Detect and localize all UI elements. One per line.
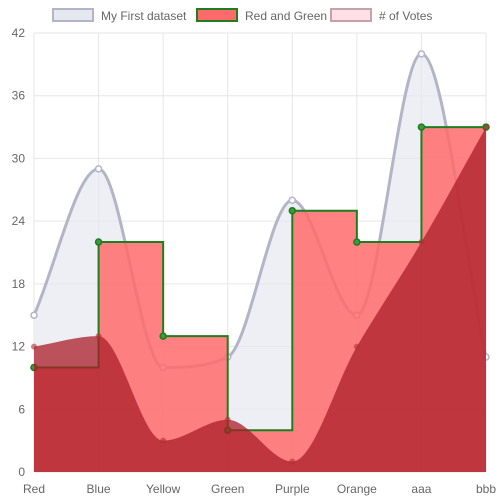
x-tick-label: bbb: [476, 482, 496, 496]
point-red-and-green-yellow[interactable]: [159, 332, 167, 340]
point-of-votes-purple[interactable]: [289, 458, 296, 465]
legend[interactable]: My First dataset Red and Green # of Votes: [52, 8, 432, 23]
point-of-votes-blue[interactable]: [95, 333, 102, 340]
legend-swatch-red-and-green: [196, 8, 238, 22]
x-tick-label: Purple: [275, 482, 310, 496]
point-my-first-dataset-aaa[interactable]: [417, 50, 426, 58]
y-tick-label: 42: [12, 26, 26, 40]
point-red-and-green-purple[interactable]: [288, 206, 297, 215]
point-of-votes-red[interactable]: [31, 343, 37, 350]
x-tick-label: Blue: [87, 482, 111, 496]
y-tick-label: 0: [18, 465, 25, 479]
legend-swatch-my-first-dataset: [52, 8, 94, 22]
point-of-votes-aaa[interactable]: [418, 239, 425, 246]
legend-item-red-and-green[interactable]: Red and Green: [196, 8, 327, 23]
y-tick-label: 36: [12, 89, 26, 103]
point-red-and-green-aaa[interactable]: [417, 123, 426, 131]
series-of-votes: [31, 124, 489, 473]
y-tick-label: 6: [18, 402, 25, 416]
legend-label-red-and-green: Red and Green: [245, 9, 327, 23]
legend-label-of-votes: # of Votes: [379, 9, 432, 23]
point-my-first-dataset-blue[interactable]: [94, 165, 103, 173]
series-line-red-and-green: [34, 126, 486, 432]
point-red-and-green-blue[interactable]: [94, 238, 103, 246]
x-tick-label: Green: [211, 482, 244, 496]
series-area: [30, 50, 490, 473]
x-tick-label: aaa: [411, 482, 431, 496]
point-of-votes-yellow[interactable]: [160, 437, 167, 444]
y-tick-label: 18: [12, 277, 26, 291]
point-red-and-green-orange[interactable]: [353, 238, 361, 246]
legend-item-of-votes[interactable]: # of Votes: [330, 8, 432, 23]
legend-item-my-first-dataset[interactable]: My First dataset: [52, 8, 187, 23]
legend-label-my-first-dataset: My First dataset: [101, 9, 187, 23]
point-of-votes-green[interactable]: [224, 416, 231, 423]
x-tick-label: Yellow: [146, 482, 181, 496]
point-of-votes-bbb[interactable]: [483, 124, 489, 131]
y-tick-label: 12: [12, 340, 26, 354]
x-tick-label: Orange: [337, 482, 377, 496]
series-fill-of-votes: [34, 127, 486, 473]
legend-swatch-of-votes: [330, 8, 372, 22]
y-tick-label: 24: [12, 214, 26, 228]
y-tick-label: 30: [12, 151, 26, 165]
point-my-first-dataset-red[interactable]: [30, 311, 38, 319]
point-of-votes-orange[interactable]: [353, 343, 360, 350]
point-my-first-dataset-purple[interactable]: [288, 196, 297, 204]
axes: 0 6 12 18 24 30 36 42 Red Blue Yellow Green Purple Or…: [12, 26, 497, 496]
x-tick-label: Red: [23, 482, 45, 496]
